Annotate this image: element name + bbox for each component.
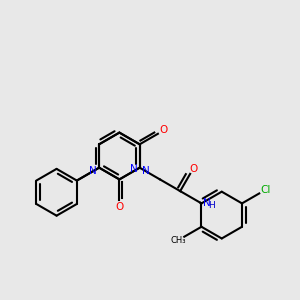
Text: O: O xyxy=(160,125,168,136)
Text: Cl: Cl xyxy=(260,185,271,195)
Text: O: O xyxy=(115,202,124,212)
Text: N: N xyxy=(202,198,210,208)
Text: O: O xyxy=(189,164,197,174)
Text: H: H xyxy=(208,201,215,210)
Text: N: N xyxy=(130,164,137,174)
Text: N: N xyxy=(89,166,96,176)
Text: CH₃: CH₃ xyxy=(171,236,186,244)
Text: N: N xyxy=(142,166,149,176)
